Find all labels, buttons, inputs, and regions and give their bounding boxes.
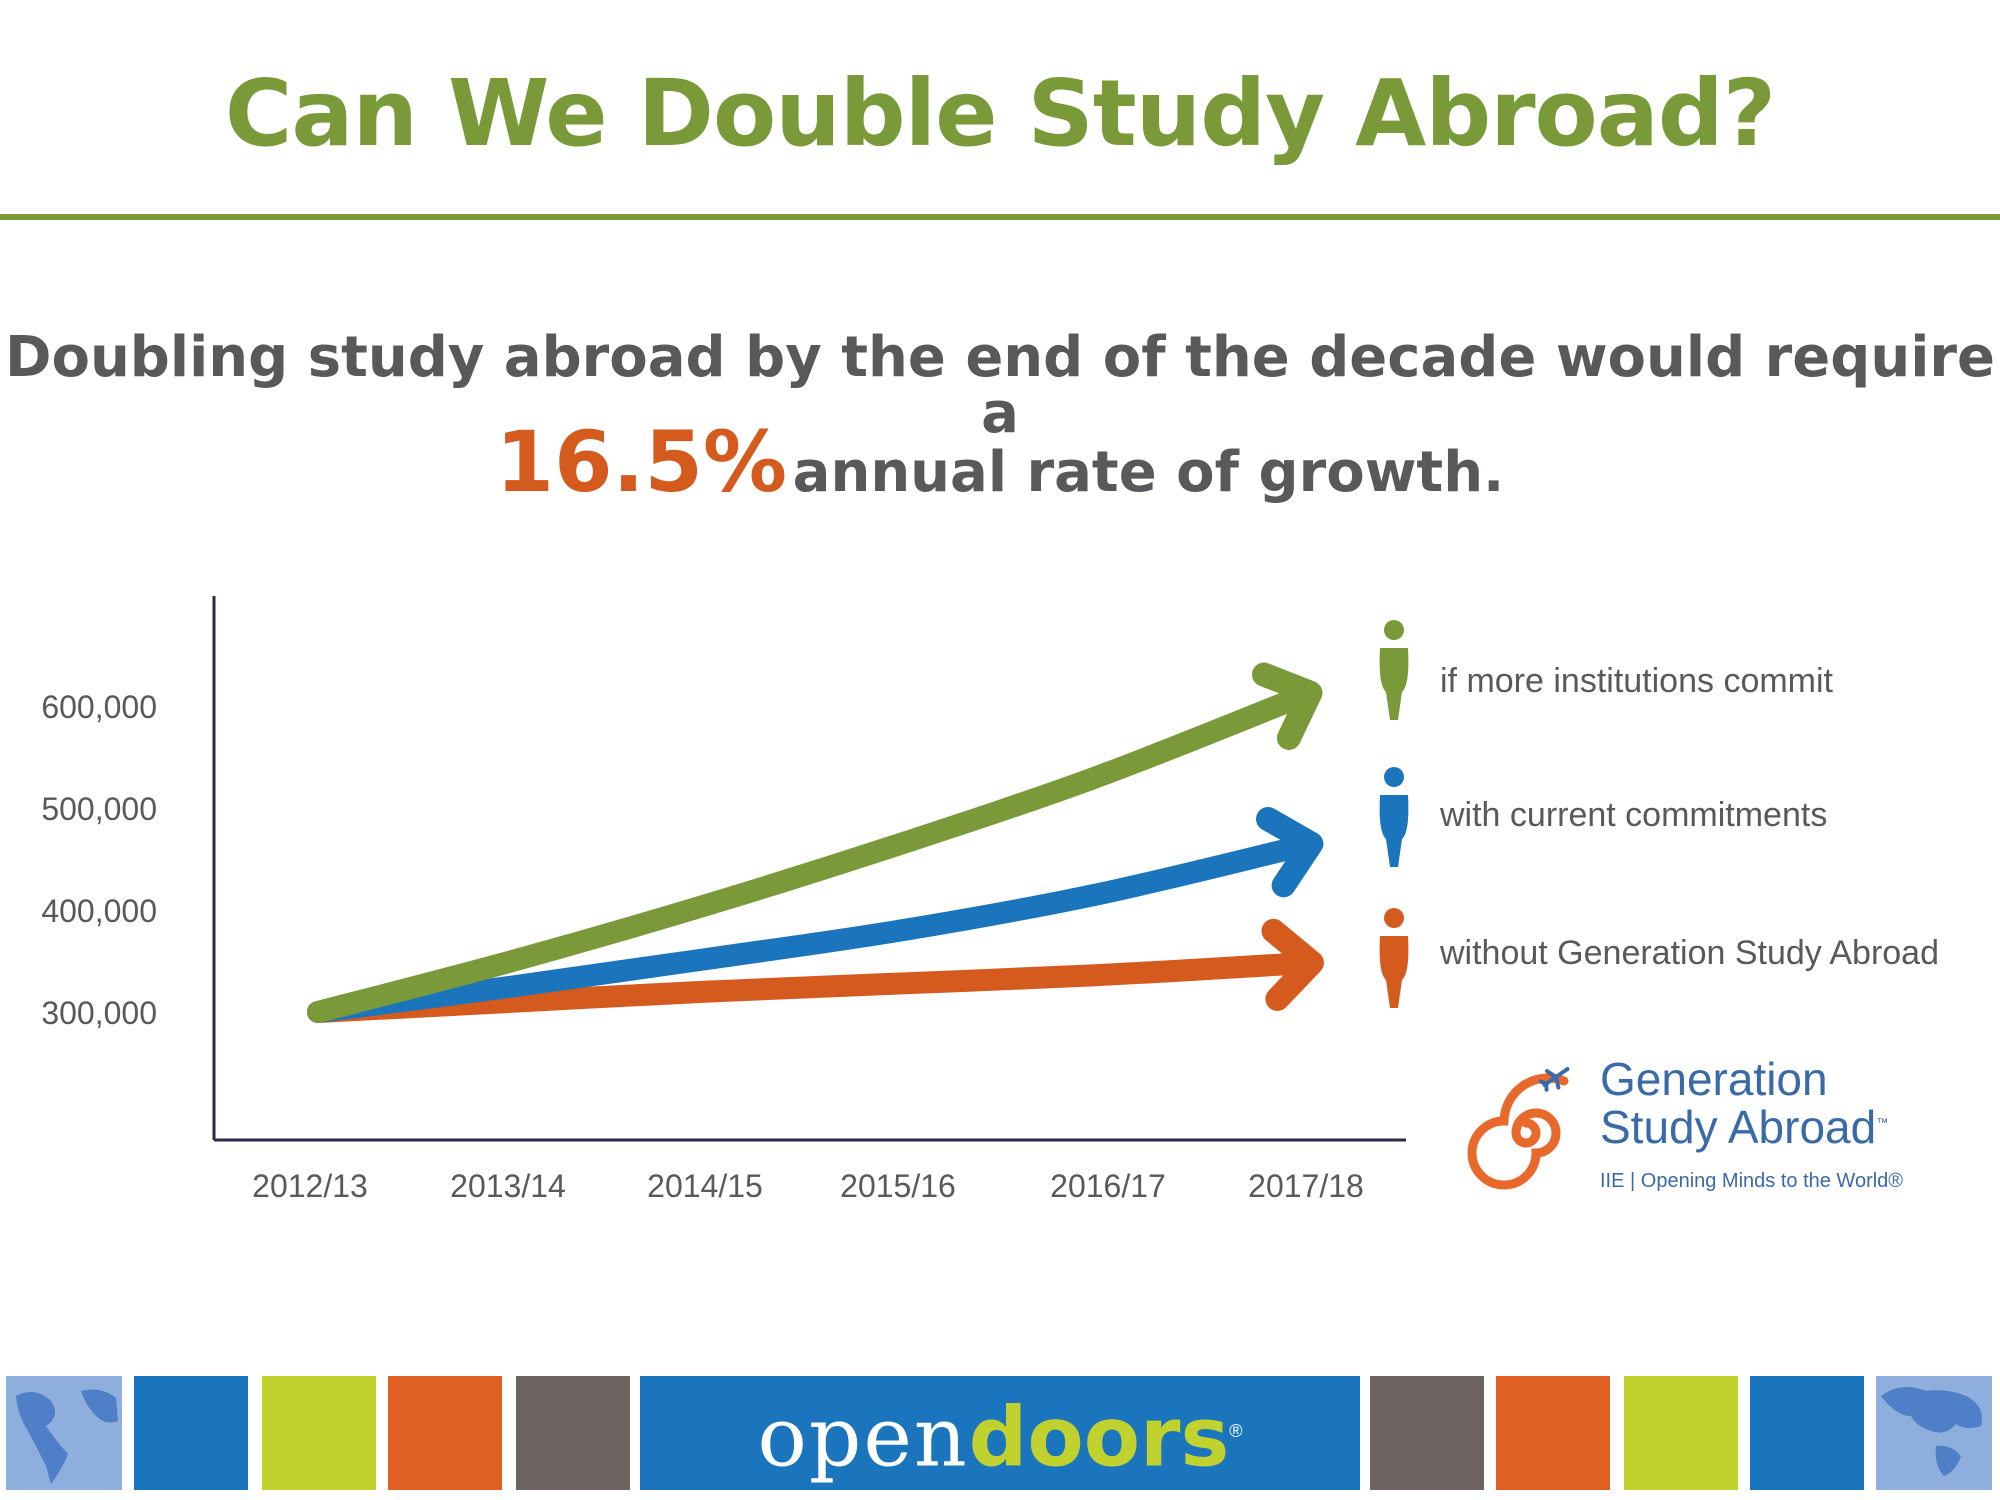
x-tick-label: 2013/14 <box>450 1168 566 1204</box>
footer-tile-gray-2 <box>1370 1376 1484 1490</box>
footer-tile-orange-1 <box>388 1376 502 1490</box>
person-icon <box>1384 767 1404 787</box>
opendoors-footer-banner: opendoors® <box>0 1376 2000 1494</box>
headline-line2: 16.5% annual rate of growth. <box>0 420 2000 504</box>
footer-tile-lime-2 <box>1624 1376 1738 1490</box>
footer-tile-blue-2 <box>1750 1376 1864 1490</box>
person-icon <box>1384 908 1404 928</box>
generation-study-abroad-logo: Generation Study Abroad™ IIE | Opening M… <box>1460 1055 1980 1205</box>
projection-chart: 300,000 400,000 500,000 600,000 2012/13 2013/… <box>41 596 1409 1204</box>
world-map-left-icon <box>6 1376 122 1490</box>
person-icon <box>1379 936 1409 1008</box>
x-tick-label: 2012/13 <box>252 1168 368 1204</box>
series-arrowhead-2 <box>1261 918 1324 1011</box>
wordmark-open: open <box>757 1390 969 1486</box>
footer-tile-gray-1 <box>516 1376 630 1490</box>
logo-tagline: IIE | Opening Minds to the World® <box>1600 1170 1904 1192</box>
logo-line2-text: Study Abroad <box>1600 1101 1877 1153</box>
person-icon <box>1379 795 1409 867</box>
opendoors-wordmark: opendoors® <box>640 1376 1360 1490</box>
world-map-right-icon <box>1876 1376 1992 1490</box>
x-tick-label: 2017/18 <box>1248 1168 1364 1204</box>
logo-line2: Study Abroad™ <box>1600 1103 1888 1151</box>
logo-line1: Generation <box>1600 1053 1828 1105</box>
y-tick-label: 500,000 <box>41 791 157 827</box>
wordmark-doors: doors <box>968 1390 1230 1486</box>
series-line-1 <box>307 837 1301 1023</box>
title-divider <box>0 214 2000 220</box>
page-title: Can We Double Study Abroad? <box>224 60 1776 167</box>
person-icon <box>1384 620 1404 640</box>
x-tick-label: 2016/17 <box>1050 1168 1166 1204</box>
legend-label-2: without Generation Study Abroad <box>1440 934 1939 972</box>
headline-line1: Doubling study abroad by the end of the … <box>4 325 1996 446</box>
footer-tile-lime-1 <box>262 1376 376 1490</box>
footer-tile-blue-1 <box>134 1376 248 1490</box>
person-icon <box>1379 648 1409 720</box>
growth-rate-highlight: 16.5% <box>495 413 788 511</box>
spiral-plane-icon <box>1467 1066 1570 1190</box>
footer-brand-tile <box>640 1376 1360 1490</box>
headline-line2-text: annual rate of growth. <box>792 440 1505 505</box>
legend-label-1: with current commitments <box>1440 796 1828 834</box>
y-tick-label: 600,000 <box>41 689 157 725</box>
logo-trademark: ™ <box>1876 1115 1889 1130</box>
series-arrowhead-0 <box>1251 662 1323 750</box>
y-tick-label: 400,000 <box>41 893 157 929</box>
footer-tile-orange-2 <box>1496 1376 1610 1490</box>
x-tick-label: 2014/15 <box>647 1168 763 1204</box>
x-tick-label: 2015/16 <box>840 1168 956 1204</box>
series-line-0 <box>307 689 1301 1023</box>
legend-label-0: if more institutions commit <box>1440 662 1833 700</box>
wordmark-registered: ® <box>1229 1421 1243 1441</box>
series-line-2 <box>307 953 1301 1023</box>
series-arrowhead-1 <box>1255 806 1324 898</box>
y-tick-label: 300,000 <box>41 995 157 1031</box>
